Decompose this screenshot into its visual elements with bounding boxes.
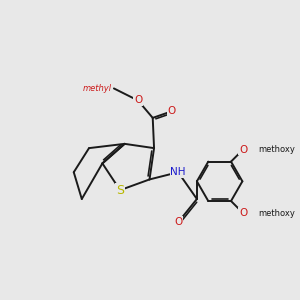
Text: methoxy: methoxy [258,145,295,154]
Text: O: O [239,208,247,218]
Text: O: O [134,95,142,106]
Text: O: O [168,106,176,116]
Text: S: S [116,184,124,197]
Text: O: O [239,145,247,154]
Text: methoxy: methoxy [258,208,295,217]
Text: NH: NH [170,167,186,177]
Text: methyl: methyl [82,84,112,93]
Text: O: O [174,217,182,227]
